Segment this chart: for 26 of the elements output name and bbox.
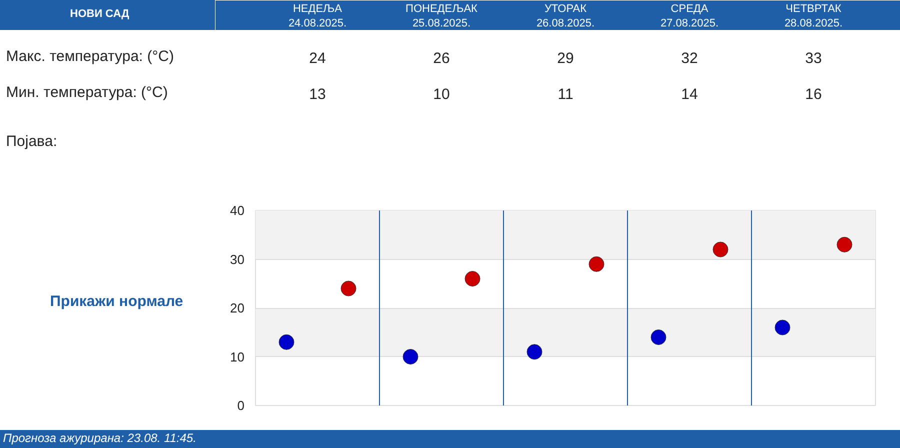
category-label: ПОНЕДЕЉАК 25.08.2025. [406,3,478,30]
category-label: УТОРАК 26.08.2025. [536,3,595,30]
text: НОВИ САД [70,7,130,21]
data-label: 10 [433,86,450,103]
y-tick-label: 40 [230,203,245,218]
data-label: 26 [433,50,450,67]
text: Прогноза ажурирана: 23.08. 11:45. [3,431,196,446]
data-label: 11 [558,86,574,103]
text: Појава: [6,133,58,151]
data-label: 13 [309,86,326,103]
y-tick-label: 10 [230,349,245,364]
data-label: 14 [681,86,698,103]
text: Прикажи нормале [50,293,184,311]
y-tick-label: 30 [230,252,245,267]
category-label: НЕДЕЉА 24.08.2025. [288,3,347,30]
data-label: 33 [805,50,822,67]
y-tick-label: 20 [230,300,245,316]
y-tick-label: 0 [237,398,245,413]
data-label: 32 [681,50,698,67]
category-label: ЧЕТВРТАК 28.08.2025. [784,3,843,30]
data-label: 29 [557,50,574,67]
text: Мин. температура: (°C) [6,84,168,102]
data-label: 24 [309,50,326,67]
text: Макс. температура: (°C) [6,48,174,66]
data-label: 16 [805,86,822,103]
category-label: СРЕДА 27.08.2025. [660,3,719,30]
